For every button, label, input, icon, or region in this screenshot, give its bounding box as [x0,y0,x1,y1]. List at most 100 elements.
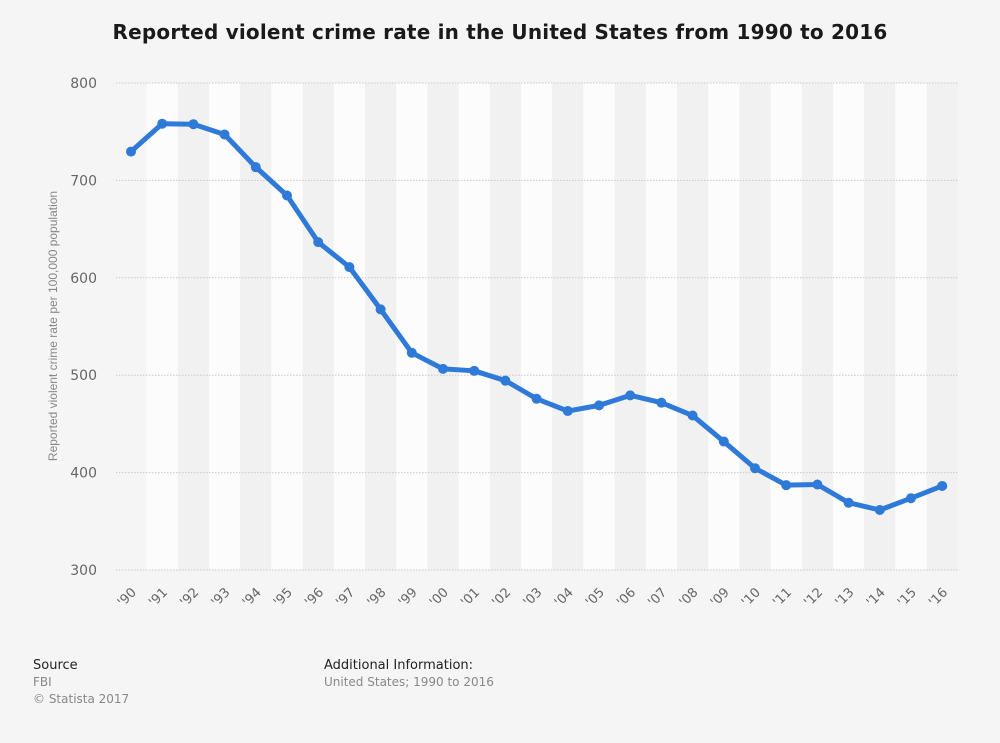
background-band [677,83,709,570]
background-band [209,83,241,570]
background-band [708,83,740,570]
x-tick-label: '05 [583,585,608,610]
background-band [926,83,958,570]
x-tick-label: '08 [677,585,702,610]
x-tick-label: '15 [895,585,920,610]
data-point[interactable] [937,480,948,491]
gridlines [116,82,959,571]
y-tick-label: 700 [70,173,97,189]
copyright: © Statista 2017 [33,692,130,706]
background-band [770,83,802,570]
background-band [801,83,833,570]
background-band [427,83,459,570]
x-tick-label: '93 [209,585,234,610]
background-band [177,83,209,570]
source-block: Source FBI © Statista 2017 [33,657,129,708]
x-tick-label: '06 [614,585,639,610]
background-band [271,83,303,570]
data-point[interactable] [781,480,792,491]
data-point[interactable] [344,262,355,273]
data-point[interactable] [874,505,885,516]
background-band [489,83,521,570]
data-point[interactable] [625,390,636,401]
data-point[interactable] [313,237,324,248]
x-tick-label: '01 [458,585,483,610]
background-band [614,83,646,570]
x-tick-label: '95 [271,585,296,610]
y-tick-label: 400 [70,466,97,482]
source-name[interactable]: FBI [33,675,52,689]
background-band [833,83,865,570]
y-tick-label: 600 [70,271,97,287]
x-tick-label: '14 [864,585,889,610]
data-point[interactable] [750,463,760,474]
data-point[interactable] [406,347,417,358]
y-axis-ticks: 300 400 500 600 700 800 [70,76,97,579]
data-point[interactable] [843,497,854,508]
background-band [739,83,771,570]
x-tick-label: '09 [708,585,733,610]
background-band [146,83,178,570]
x-tick-label: '90 [115,585,140,610]
y-axis-label: Reported violent crime rate per 100,000 … [46,191,60,461]
data-point[interactable] [126,146,136,157]
x-tick-label: '04 [552,585,577,610]
background-band [458,83,490,570]
data-point[interactable] [718,436,729,447]
data-point[interactable] [375,304,386,315]
background-band [552,83,584,570]
x-tick-label: '97 [333,585,358,610]
x-tick-label: '02 [489,585,514,610]
data-point[interactable] [812,479,823,490]
data-points [126,118,948,516]
x-tick-label: '11 [770,585,795,610]
x-tick-label: '07 [645,585,670,610]
x-tick-label: '91 [146,585,171,610]
data-point[interactable] [687,410,698,421]
background-band [396,83,428,570]
x-tick-label: '99 [396,585,421,610]
background-band [895,83,927,570]
data-point[interactable] [188,119,199,130]
x-tick-label: '94 [240,585,265,610]
data-point[interactable] [438,363,448,374]
y-tick-label: 500 [70,368,97,384]
data-point[interactable] [219,129,230,140]
data-point[interactable] [500,375,511,386]
data-point[interactable] [157,118,168,129]
y-tick-label: 300 [70,563,97,579]
x-tick-label: '96 [302,585,327,610]
source-heading: Source [33,658,78,673]
x-tick-label: '12 [801,585,826,610]
data-point[interactable] [656,397,667,408]
background-band [302,83,334,570]
data-point[interactable] [250,162,261,173]
x-tick-label: '98 [365,585,390,610]
x-tick-label: '10 [739,585,764,610]
x-tick-label: '92 [177,585,202,610]
background-bands [115,83,958,570]
background-band [115,83,147,570]
chart-title: Reported violent crime rate in the Unite… [112,20,888,44]
x-tick-label: '13 [833,585,858,610]
data-point[interactable] [531,393,542,404]
x-tick-label: '00 [427,585,452,610]
data-point[interactable] [594,400,604,411]
x-tick-label: '16 [926,585,951,610]
background-band [521,83,553,570]
data-point[interactable] [469,365,480,376]
background-band [333,83,365,570]
additional-info-heading[interactable]: Additional Information: [324,658,474,673]
data-point[interactable] [562,406,573,417]
data-point[interactable] [906,493,916,504]
x-axis-ticks: '90'91'92 '93'94'95'96'97 '98'99'00'01'02 '… [115,585,951,610]
y-tick-label: 800 [70,76,97,92]
data-point[interactable] [282,190,292,201]
additional-info-text: United States; 1990 to 2016 [324,675,494,689]
additional-info-block: Additional Information: United States; 1… [324,657,494,691]
background-band [645,83,677,570]
background-band [864,83,896,570]
x-tick-label: '03 [521,585,546,610]
background-band [583,83,615,570]
